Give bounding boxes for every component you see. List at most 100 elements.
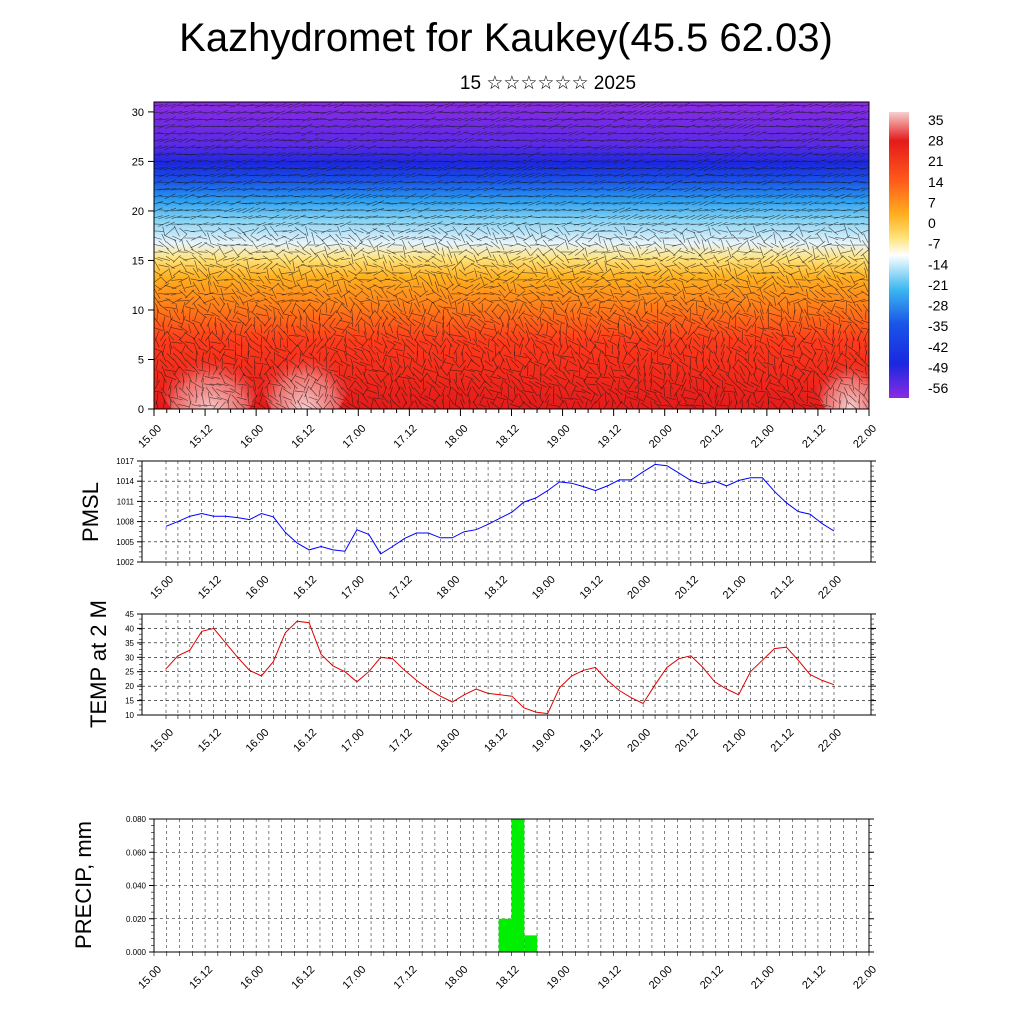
wind-vector (497, 180, 507, 185)
wind-vector (268, 131, 281, 136)
wind-vector (203, 216, 215, 218)
wind-vector (854, 222, 865, 226)
wind-vector (311, 324, 315, 334)
wind-vector (811, 351, 816, 362)
wind-vector (249, 272, 260, 274)
wind-vector (684, 355, 697, 359)
wind-vector (732, 303, 739, 312)
wind-vector (444, 221, 456, 227)
wind-vector (159, 359, 168, 369)
wind-vector (548, 292, 559, 296)
wind-vector (541, 188, 553, 191)
wind-vector (282, 104, 293, 107)
wind-vector (237, 188, 247, 190)
wind-vector (679, 160, 689, 163)
wind-vector (477, 208, 488, 212)
wind-vector (447, 246, 453, 258)
wind-vector (491, 338, 499, 347)
wind-vector (385, 103, 398, 108)
wind-vector (672, 255, 683, 263)
wind-vector (783, 285, 793, 289)
wind-vector (720, 344, 725, 356)
wind-vector (307, 104, 319, 107)
wind-vector (384, 278, 398, 282)
wind-vector (661, 302, 668, 313)
wind-vector (360, 131, 371, 136)
wind-vector (672, 290, 682, 297)
wind-vector (853, 117, 866, 122)
wind-vector (499, 239, 505, 251)
wind-vector (515, 298, 527, 304)
wind-vector (735, 215, 749, 219)
wind-vector (482, 201, 496, 205)
wind-vector (422, 303, 426, 313)
wind-vector (710, 214, 723, 220)
wind-vector (750, 208, 761, 212)
wind-vector (561, 173, 572, 177)
wind-vector (554, 223, 566, 226)
wind-vector (658, 186, 671, 193)
wind-vector (191, 146, 201, 149)
wind-vector (513, 281, 517, 293)
wind-vector (750, 118, 761, 121)
wind-vector (542, 239, 552, 251)
wind-vector (859, 152, 869, 158)
wind-vector (445, 118, 455, 121)
wind-vector (640, 173, 650, 178)
wind-vector (164, 137, 177, 143)
wind-vector (645, 292, 657, 295)
wind-vector (594, 271, 604, 275)
wind-vector (755, 222, 768, 227)
wind-vector (301, 104, 312, 107)
wind-vector (308, 255, 318, 263)
wind-vector (646, 242, 657, 248)
wind-vector (720, 267, 725, 279)
wind-vector (315, 145, 325, 149)
wind-vector (412, 111, 423, 114)
wind-vector (450, 186, 463, 192)
wind-vector (359, 202, 371, 204)
wind-vector (554, 247, 566, 257)
wind-vector (840, 110, 853, 115)
wind-vector (639, 229, 650, 234)
wind-vector (251, 303, 258, 313)
wind-vector (710, 250, 723, 254)
wind-vector (756, 277, 767, 283)
wind-vector (543, 310, 551, 319)
wind-vector (627, 166, 637, 171)
wind-vector (264, 275, 271, 284)
wind-vector (646, 103, 657, 108)
wind-vector (639, 286, 651, 288)
wind-vector (633, 226, 643, 236)
wind-vector (594, 160, 605, 163)
wind-vector (619, 152, 632, 157)
wind-vector (268, 116, 280, 123)
wind-vector (432, 166, 442, 170)
wind-vector (372, 146, 384, 149)
wind-vector (744, 229, 754, 233)
wind-vector (755, 158, 768, 164)
wind-vector (365, 167, 378, 170)
wind-vector (794, 144, 807, 150)
wind-vector (633, 236, 644, 240)
wind-vector (405, 137, 417, 143)
wind-vector (274, 103, 287, 108)
wind-vector (581, 215, 592, 220)
wind-vector (354, 290, 363, 298)
wind-vector (287, 221, 300, 227)
wind-vector (425, 228, 436, 234)
wind-vector (204, 313, 215, 316)
wind-vector (328, 104, 338, 107)
wind-vector (724, 283, 735, 291)
wind-vector (699, 316, 708, 327)
wind-vector (360, 160, 371, 163)
wind-vector (463, 256, 475, 262)
wind-vector (374, 277, 383, 283)
wind-vector (431, 201, 443, 205)
wind-vector (216, 110, 228, 115)
wind-vector (158, 118, 169, 121)
wind-vector (754, 336, 756, 350)
wind-vector (385, 290, 397, 298)
wind-vector (677, 110, 690, 115)
